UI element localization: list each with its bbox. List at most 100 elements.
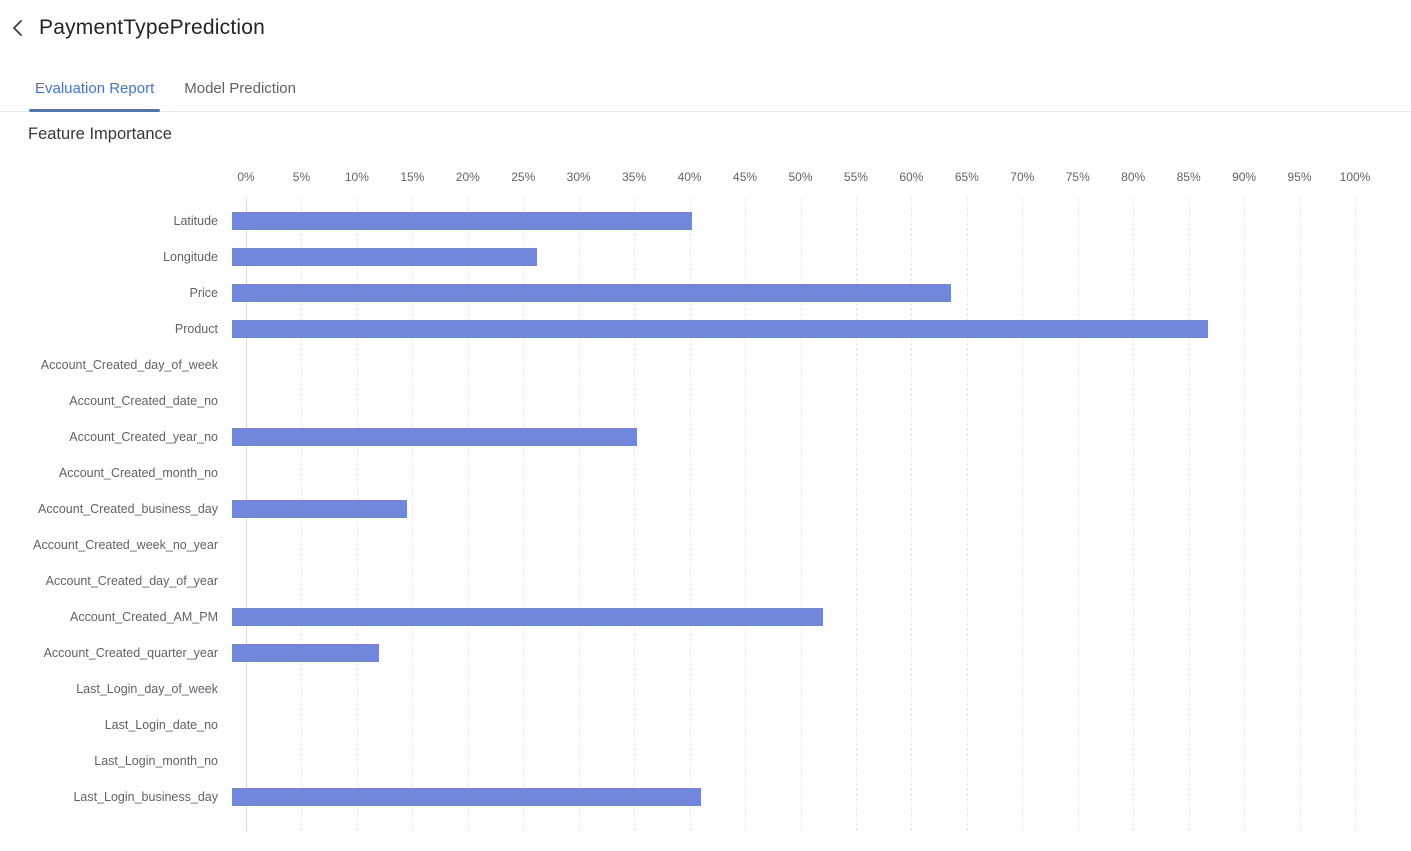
- feature-label: Last_Login_date_no: [104, 718, 218, 732]
- chart-row: Price: [0, 275, 1355, 311]
- feature-bar: [232, 212, 693, 230]
- gridline: [578, 198, 580, 831]
- feature-bar: [232, 284, 951, 302]
- x-axis-tick-label: 25%: [511, 170, 536, 184]
- bar-track: [232, 464, 1341, 482]
- feature-bar: [232, 644, 380, 662]
- bar-track: [232, 284, 1341, 302]
- chart-row: Last_Login_day_of_week: [0, 671, 1355, 707]
- bar-track: [232, 248, 1341, 266]
- feature-label: Last_Login_business_day: [73, 790, 218, 804]
- chart-row: Account_Created_AM_PM: [0, 599, 1355, 635]
- bar-track: [232, 320, 1341, 338]
- chart-row: Account_Created_date_no: [0, 383, 1355, 419]
- gridline: [1299, 198, 1301, 831]
- x-axis-tick-label: 85%: [1176, 170, 1201, 184]
- x-axis-tick-label: 65%: [954, 170, 979, 184]
- feature-bar: [232, 500, 408, 518]
- feature-label: Product: [174, 322, 218, 336]
- bar-track: [232, 716, 1341, 734]
- bar-track: [232, 536, 1341, 554]
- feature-label: Account_Created_year_no: [69, 430, 218, 444]
- bar-track: [232, 392, 1341, 410]
- feature-label: Account_Created_week_no_year: [33, 538, 218, 552]
- feature-importance-chart: 0% 5% 10% 15% 20% 25% 30% 35% 40% 45% 50% 55% 60% 65%…: [0, 170, 1390, 846]
- gridline: [1077, 198, 1079, 831]
- chart-row: Latitude: [0, 203, 1355, 239]
- x-axis-tick-label: 80%: [1121, 170, 1146, 184]
- x-axis-tick-label: 100%: [1339, 170, 1371, 184]
- bar-track: [232, 644, 1341, 662]
- feature-label: Last_Login_day_of_week: [76, 682, 218, 696]
- app-header: PaymentTypePrediction: [0, 0, 1411, 42]
- chart-row: Last_Login_month_no: [0, 743, 1355, 779]
- gridline: [523, 198, 525, 831]
- feature-bar: [232, 608, 824, 626]
- bar-track: [232, 788, 1341, 806]
- gridline: [689, 198, 691, 831]
- x-axis-tick-label: 55%: [843, 170, 868, 184]
- gridline: [966, 198, 968, 831]
- feature-label: Account_Created_month_no: [58, 466, 218, 480]
- chart-row: Account_Created_day_of_week: [0, 347, 1355, 383]
- tab-bar: Evaluation Report Model Prediction: [0, 80, 1411, 112]
- chart-row: Account_Created_quarter_year: [0, 635, 1355, 671]
- chart-row: Account_Created_year_no: [0, 419, 1355, 455]
- bar-track: [232, 356, 1341, 374]
- feature-bar: [232, 320, 1208, 338]
- x-axis-tick-label: 70%: [1010, 170, 1035, 184]
- chart-row: Account_Created_week_no_year: [0, 527, 1355, 563]
- gridlines: [246, 198, 1356, 831]
- chart-row: Account_Created_month_no: [0, 455, 1355, 491]
- bar-track: [232, 608, 1341, 626]
- feature-bar: [232, 248, 537, 266]
- chart-row: Last_Login_business_day: [0, 779, 1355, 815]
- chart-row: Last_Login_date_no: [0, 707, 1355, 743]
- tab-evaluation-report[interactable]: Evaluation Report: [28, 80, 161, 112]
- x-axis: 0% 5% 10% 15% 20% 25% 30% 35% 40% 45% 50% 55% 60% 65%…: [237, 170, 1370, 184]
- feature-bar: [232, 788, 702, 806]
- x-axis-tick-label: 5%: [292, 170, 311, 184]
- chart-row: Account_Created_day_of_year: [0, 563, 1355, 599]
- x-axis-tick-label: 45%: [733, 170, 758, 184]
- chart-row: Longitude: [0, 239, 1355, 275]
- feature-label: Account_Created_date_no: [69, 394, 218, 408]
- gridline: [745, 198, 747, 831]
- gridline: [634, 198, 636, 831]
- x-axis-tick-label: 10%: [344, 170, 369, 184]
- bar-track: [232, 752, 1341, 770]
- bar-track: [232, 572, 1341, 590]
- feature-label: Account_Created_AM_PM: [70, 610, 218, 624]
- gridline: [1355, 198, 1356, 831]
- gridline: [1133, 198, 1135, 831]
- x-axis-tick-label: 0%: [237, 170, 255, 184]
- chart-row: Account_Created_business_day: [0, 491, 1355, 527]
- gridline: [412, 198, 414, 831]
- x-axis-tick-label: 50%: [788, 170, 813, 184]
- chevron-left-icon: [11, 19, 25, 37]
- back-button[interactable]: [6, 16, 30, 40]
- feature-label: Latitude: [173, 214, 218, 228]
- tab-model-prediction[interactable]: Model Prediction: [184, 80, 296, 97]
- x-axis-tick-label: 75%: [1065, 170, 1090, 184]
- bar-track: [232, 428, 1341, 446]
- chart-rows: Latitude Longitude Price Product Account_Cre…: [0, 203, 1355, 815]
- feature-label: Account_Created_day_of_year: [45, 574, 218, 588]
- chart-row: Product: [0, 311, 1355, 347]
- gridline: [800, 198, 802, 831]
- feature-label: Account_Created_day_of_week: [40, 358, 218, 372]
- feature-label: Last_Login_month_no: [94, 754, 218, 768]
- feature-bar: [232, 428, 637, 446]
- page-title: PaymentTypePrediction: [39, 15, 265, 39]
- feature-label: Price: [189, 286, 218, 300]
- x-axis-tick-label: 95%: [1287, 170, 1312, 184]
- x-axis-tick-label: 90%: [1232, 170, 1257, 184]
- gridline: [911, 198, 913, 831]
- x-axis-tick-label: 35%: [622, 170, 647, 184]
- bar-track: [232, 680, 1341, 698]
- gridline: [1188, 198, 1190, 831]
- gridline: [1022, 198, 1024, 831]
- feature-label: Account_Created_quarter_year: [43, 646, 218, 660]
- gridline: [855, 198, 857, 831]
- feature-label: Longitude: [163, 250, 218, 264]
